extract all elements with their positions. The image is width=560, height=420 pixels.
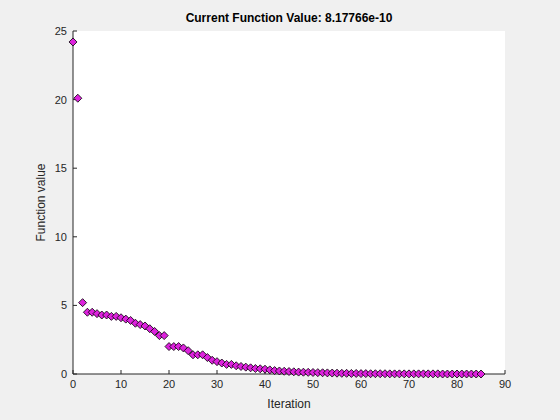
y-axis-label: Function value <box>34 163 48 241</box>
x-tick <box>121 370 122 374</box>
x-tick-label: 60 <box>355 378 367 390</box>
y-tick-label: 15 <box>55 162 67 174</box>
data-point <box>477 370 485 378</box>
x-tick <box>217 370 218 374</box>
x-tick <box>73 370 74 374</box>
chart-root: 0 10 20 30 40 50 60 70 80 90 0 5 10 15 20 25 Current Fun… <box>0 0 560 420</box>
data-point <box>79 299 87 307</box>
y-tick <box>73 31 77 32</box>
x-axis-label: Iteration <box>267 397 310 411</box>
y-tick <box>73 168 77 169</box>
y-tick-label: 0 <box>61 368 67 380</box>
data-point <box>160 332 168 340</box>
x-tick <box>505 370 506 374</box>
y-tick <box>73 374 77 375</box>
x-tick-label: 90 <box>499 378 511 390</box>
y-tick <box>73 236 77 237</box>
y-tick-label: 5 <box>61 299 67 311</box>
markers <box>69 38 485 378</box>
x-tick-label: 80 <box>451 378 463 390</box>
x-tick-label: 70 <box>403 378 415 390</box>
plot-area <box>73 31 505 374</box>
x-tick-label: 20 <box>163 378 175 390</box>
y-tick-label: 20 <box>55 94 67 106</box>
x-tick-label: 40 <box>259 378 271 390</box>
y-tick-label: 10 <box>55 231 67 243</box>
x-tick-label: 50 <box>307 378 319 390</box>
x-tick-label: 0 <box>70 378 76 390</box>
chart-svg: 0 10 20 30 40 50 60 70 80 90 0 5 10 15 20 25 Current Fun… <box>0 0 560 420</box>
data-point <box>74 94 82 102</box>
x-tick <box>169 370 170 374</box>
x-tick-label: 10 <box>115 378 127 390</box>
y-tick-label: 25 <box>55 25 67 37</box>
title: Current Function Value: 8.17766e-10 <box>186 11 393 25</box>
x-tick-label: 30 <box>211 378 223 390</box>
y-tick <box>73 305 77 306</box>
data-point <box>69 38 77 46</box>
y-axis-line <box>73 31 74 374</box>
